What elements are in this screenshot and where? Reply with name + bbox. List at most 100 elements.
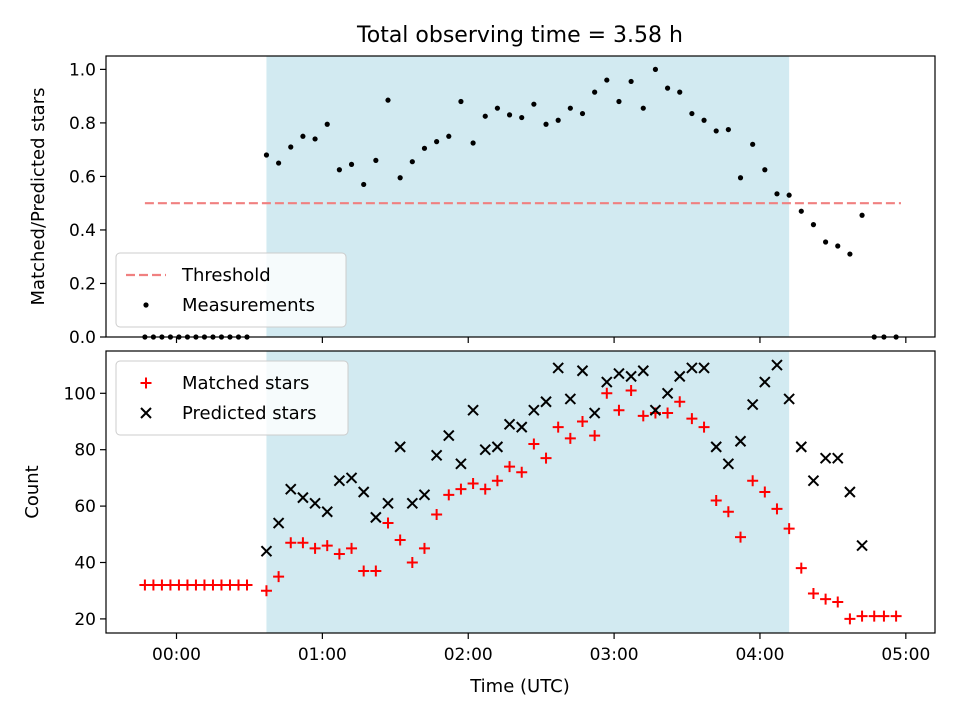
- legend-label: Predicted stars: [182, 403, 316, 424]
- data-point: [263, 152, 270, 158]
- data-point: [737, 175, 744, 181]
- x-tick-label: 05:00: [881, 645, 930, 665]
- legend-swatch: [140, 377, 152, 389]
- data-point-predicted: [856, 539, 868, 552]
- data-point-predicted: [649, 404, 662, 416]
- data-point-matched: [686, 413, 698, 425]
- data-point-matched: [491, 475, 503, 487]
- y-tick-label: 0.4: [69, 221, 96, 241]
- data-point: [519, 114, 525, 121]
- x-tick-label: 02:00: [444, 645, 493, 665]
- data-point-predicted: [661, 387, 674, 400]
- data-point-matched: [358, 565, 370, 577]
- data-point: [373, 157, 379, 163]
- data-point-matched: [601, 387, 613, 399]
- data-point-predicted: [795, 441, 807, 453]
- data-point-matched: [771, 503, 783, 515]
- data-point-matched: [418, 542, 430, 554]
- x-axis-label: Time (UTC): [469, 676, 570, 697]
- data-point-predicted: [297, 491, 309, 504]
- data-point-matched: [285, 537, 297, 549]
- data-point-predicted: [418, 489, 431, 501]
- panel-counts: 20 40 60 80 100 Count 00:00 01:00 02:00 03:00 04:0…: [22, 350, 936, 665]
- data-point: [494, 105, 501, 111]
- data-point: [276, 160, 282, 166]
- data-point-matched: [747, 475, 759, 487]
- y-tick-label: 1.0: [69, 60, 96, 80]
- data-point-matched: [455, 483, 467, 495]
- data-point-predicted: [357, 486, 370, 498]
- data-point-matched: [856, 610, 868, 622]
- data-point-matched: [662, 407, 674, 419]
- data-point: [592, 89, 598, 95]
- data-point-predicted: [722, 458, 735, 470]
- data-point-matched: [516, 466, 528, 478]
- data-point: [361, 181, 367, 188]
- data-point: [470, 140, 476, 146]
- observing-window-band: [266, 351, 790, 633]
- legend-swatch: [143, 302, 149, 308]
- y-axis-label: Matched/Predicted stars: [28, 88, 49, 306]
- data-point-predicted: [516, 421, 528, 433]
- data-point: [531, 101, 537, 107]
- data-point: [604, 77, 610, 83]
- axes-frame: [105, 350, 936, 634]
- data-point: [324, 121, 330, 127]
- data-point-matched: [321, 540, 333, 552]
- data-point-matched: [807, 588, 819, 600]
- data-point-predicted: [576, 365, 589, 377]
- data-point-matched: [698, 421, 710, 433]
- legend-box: [115, 252, 347, 328]
- data-point-matched: [552, 421, 564, 433]
- data-point-predicted: [771, 359, 783, 371]
- data-point: [482, 113, 488, 119]
- data-point-predicted: [528, 404, 540, 416]
- data-point-predicted: [613, 367, 625, 380]
- data-point: [288, 144, 294, 150]
- data-point-matched: [625, 384, 637, 396]
- data-point-predicted: [601, 376, 613, 388]
- data-point-predicted: [272, 517, 285, 529]
- data-point-predicted: [309, 497, 321, 509]
- data-point-matched: [832, 596, 844, 608]
- data-point: [300, 133, 306, 139]
- data-point: [446, 133, 452, 139]
- data-point-matched: [589, 430, 601, 442]
- data-point: [859, 212, 865, 218]
- y-tick-label: 60: [74, 497, 96, 517]
- data-point: [579, 110, 586, 117]
- data-point-predicted: [746, 398, 759, 411]
- data-point-matched: [710, 494, 722, 506]
- data-point-predicted: [443, 429, 455, 442]
- x-tick-label: 04:00: [735, 645, 784, 665]
- y-tick-label: 0.2: [69, 274, 96, 294]
- data-point: [823, 239, 829, 245]
- data-point-matched: [528, 438, 540, 450]
- data-point: [713, 128, 719, 134]
- data-point-matched: [333, 548, 345, 560]
- legend-label: Measurements: [182, 295, 315, 316]
- data-point-predicted: [783, 393, 795, 405]
- data-point-predicted: [540, 396, 552, 408]
- data-point-matched: [346, 542, 358, 554]
- y-tick-label: 0.8: [69, 114, 96, 134]
- y-tick-label: 100: [64, 384, 96, 404]
- data-point-predicted: [370, 511, 382, 524]
- data-point-matched: [890, 610, 902, 622]
- data-point-matched: [467, 478, 479, 490]
- data-point: [567, 105, 573, 111]
- data-point-predicted: [430, 449, 443, 462]
- data-point-predicted: [321, 506, 333, 518]
- data-point: [750, 141, 756, 147]
- legend: Matched stars Predicted stars: [115, 360, 349, 436]
- data-point-matched: [868, 610, 880, 622]
- data-point-predicted: [832, 452, 844, 464]
- data-point-predicted: [382, 497, 394, 509]
- data-point: [506, 112, 513, 118]
- data-point-matched: [878, 610, 890, 622]
- data-point: [543, 121, 549, 127]
- data-point: [810, 222, 817, 228]
- x-tick-label: 03:00: [590, 645, 639, 665]
- data-point: [628, 78, 634, 85]
